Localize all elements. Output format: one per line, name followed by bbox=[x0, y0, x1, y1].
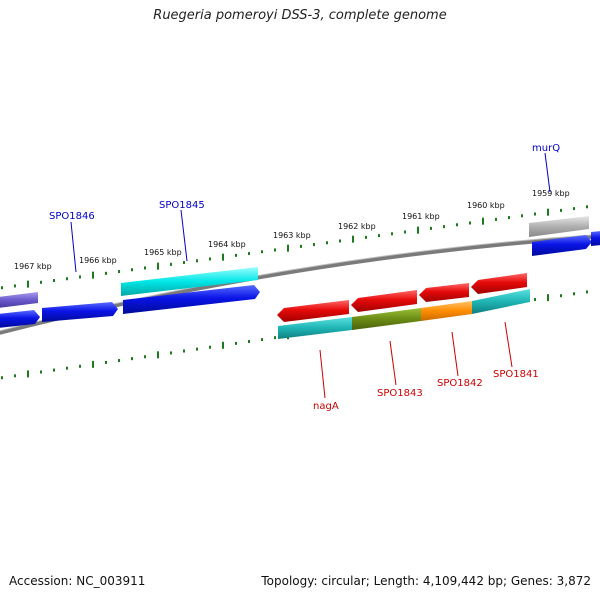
feature-forward-cds-left[interactable] bbox=[0, 310, 40, 328]
gene-label-spo1845[interactable]: SPO1845 bbox=[159, 200, 205, 211]
gene-label-spo1846[interactable]: SPO1846 bbox=[49, 211, 95, 222]
gene-label-spo1841[interactable]: SPO1841 bbox=[493, 369, 539, 380]
feature-forward-cds-right[interactable] bbox=[591, 231, 600, 246]
feature-naga-cds[interactable] bbox=[277, 300, 349, 322]
leader-spo1843 bbox=[389, 340, 397, 386]
leader-spo1845 bbox=[180, 209, 188, 262]
feature-spo1846-cds[interactable] bbox=[42, 302, 118, 322]
gene-label-spo1842[interactable]: SPO1842 bbox=[437, 378, 483, 389]
ruler-label-1959: 1959 kbp bbox=[532, 189, 570, 198]
ruler-label-1961: 1961 kbp bbox=[402, 212, 440, 221]
feature-purple-gene[interactable] bbox=[0, 292, 38, 308]
feature-spo1841-cds[interactable] bbox=[471, 273, 527, 294]
gene-label-spo1843[interactable]: SPO1843 bbox=[377, 388, 423, 399]
leader-murq bbox=[544, 152, 551, 193]
feature-spo1842-cds[interactable] bbox=[419, 283, 469, 302]
accession-label: Accession: NC_003911 bbox=[9, 574, 146, 588]
outer-tick-ruler bbox=[1, 205, 588, 290]
leader-spo1841 bbox=[504, 321, 513, 368]
feature-spo1845-cds[interactable] bbox=[123, 285, 260, 314]
feature-murq-gray[interactable] bbox=[529, 216, 589, 237]
feature-spo1841-teal[interactable] bbox=[472, 289, 530, 314]
feature-spo1843-olive[interactable] bbox=[352, 308, 421, 330]
ruler-label-1963: 1963 kbp bbox=[273, 231, 311, 240]
gene-label-murq[interactable]: murQ bbox=[532, 143, 560, 154]
feature-spo1842-orange[interactable] bbox=[421, 301, 472, 321]
feature-spo1845-cyan[interactable] bbox=[121, 267, 258, 296]
ruler-label-1960: 1960 kbp bbox=[467, 201, 505, 210]
leader-spo1842 bbox=[451, 331, 459, 377]
genome-summary: Topology: circular; Length: 4,109,442 bp… bbox=[261, 574, 591, 588]
ruler-label-1967: 1967 kbp bbox=[14, 262, 52, 271]
ruler-label-1962: 1962 kbp bbox=[338, 222, 376, 231]
ruler-label-1966: 1966 kbp bbox=[79, 256, 117, 265]
map-title: Ruegeria pomeroyi DSS-3, complete genome bbox=[153, 8, 447, 23]
leader-naga bbox=[319, 349, 326, 399]
ruler-label-1965: 1965 kbp bbox=[144, 248, 182, 257]
gene-label-naga[interactable]: nagA bbox=[313, 401, 339, 412]
leader-spo1846 bbox=[70, 221, 77, 273]
feature-naga-teal[interactable] bbox=[278, 317, 352, 339]
feature-spo1843-cds[interactable] bbox=[351, 290, 417, 312]
ruler-label-1964: 1964 kbp bbox=[208, 240, 246, 249]
feature-murq-cds[interactable] bbox=[532, 235, 592, 256]
